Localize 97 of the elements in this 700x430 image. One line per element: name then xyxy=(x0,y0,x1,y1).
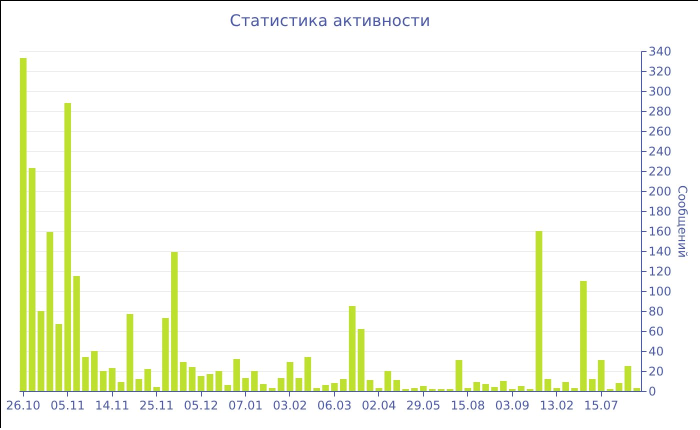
y-tick-label: 20 xyxy=(648,364,664,378)
x-tick-label: 05.12 xyxy=(184,398,218,412)
bar xyxy=(171,252,178,391)
y-tick-label: 280 xyxy=(648,104,672,118)
bar xyxy=(376,388,382,391)
bar xyxy=(233,359,240,391)
y-axis-title: Сообщений xyxy=(675,185,690,258)
y-tick-label: 140 xyxy=(648,244,672,258)
bar xyxy=(348,306,356,391)
x-tick-label: 15.07 xyxy=(584,398,618,412)
bar xyxy=(82,357,89,391)
bar xyxy=(588,379,596,391)
bar xyxy=(286,362,294,391)
bar xyxy=(482,384,489,391)
bar xyxy=(162,318,169,391)
bar xyxy=(464,388,472,391)
y-tick-label: 180 xyxy=(648,204,672,218)
bar xyxy=(198,376,204,391)
bar xyxy=(135,379,142,391)
y-tick-label: 340 xyxy=(648,44,672,58)
bar xyxy=(153,387,160,391)
x-tick-label: 05.11 xyxy=(50,398,85,412)
x-tick-label: 03.02 xyxy=(272,398,308,412)
x-tick-label: 15.08 xyxy=(450,398,486,412)
bar xyxy=(411,388,418,391)
bar xyxy=(55,324,62,391)
bar xyxy=(536,231,542,391)
y-tick-label: 120 xyxy=(648,264,672,278)
x-tick-label: 13.02 xyxy=(540,398,574,412)
bar xyxy=(571,388,578,391)
bar xyxy=(73,276,80,391)
bar xyxy=(420,386,427,391)
bar xyxy=(544,379,552,391)
y-tick-label: 0 xyxy=(648,384,656,398)
y-tick-label: 60 xyxy=(648,324,664,338)
bar xyxy=(100,371,107,391)
bar xyxy=(518,386,525,391)
y-tick-label: 240 xyxy=(648,144,672,158)
bar xyxy=(278,378,284,391)
bar xyxy=(108,368,116,391)
bar xyxy=(580,281,587,391)
x-tick-label: 02.04 xyxy=(362,398,396,412)
bar xyxy=(91,351,98,391)
y-tick-label: 100 xyxy=(648,284,672,298)
bar xyxy=(322,385,329,391)
y-tick-label: 160 xyxy=(648,224,672,238)
x-tick-label: 26.10 xyxy=(6,398,40,412)
bar xyxy=(562,382,569,391)
x-tick-label: 25.11 xyxy=(139,398,174,412)
bar xyxy=(46,232,54,391)
bar xyxy=(28,168,36,391)
chart-title: Статистика активности xyxy=(230,11,430,30)
x-tick-label: 07.01 xyxy=(228,398,263,412)
y-tick-label: 220 xyxy=(648,164,672,178)
x-tick-label: 29.05 xyxy=(406,398,441,412)
bar xyxy=(358,329,364,391)
bar xyxy=(268,388,276,391)
y-tick-label: 200 xyxy=(648,184,672,198)
bar xyxy=(296,378,302,391)
bar xyxy=(624,366,632,391)
bar xyxy=(144,369,152,391)
bar xyxy=(456,360,462,391)
bar xyxy=(118,382,124,391)
bar xyxy=(251,371,258,391)
bar xyxy=(216,371,222,391)
y-tick-label: 260 xyxy=(648,124,672,138)
bar xyxy=(188,367,196,391)
bar xyxy=(242,378,249,391)
bar xyxy=(366,380,374,391)
bar xyxy=(491,387,498,391)
x-tick-label: 14.11 xyxy=(94,398,130,412)
x-tick-label: 06.03 xyxy=(317,398,352,412)
bar xyxy=(331,383,338,391)
bar xyxy=(473,382,480,391)
y-tick-label: 300 xyxy=(648,84,672,98)
bar xyxy=(384,371,392,391)
bar xyxy=(64,103,72,391)
bar xyxy=(304,357,312,391)
bar xyxy=(206,374,214,391)
y-tick-label: 80 xyxy=(648,304,664,318)
bar xyxy=(313,388,320,391)
bar xyxy=(598,360,605,391)
bar xyxy=(224,385,232,391)
bar xyxy=(633,388,640,391)
bar xyxy=(38,311,44,391)
bar xyxy=(260,384,267,391)
y-tick-label: 40 xyxy=(648,344,664,358)
bar xyxy=(616,383,622,391)
bar xyxy=(180,362,187,391)
bar xyxy=(500,381,507,391)
y-tick-label: 320 xyxy=(648,64,672,78)
bar xyxy=(126,314,134,391)
x-tick-label: 03.09 xyxy=(495,398,530,412)
bar xyxy=(340,379,347,391)
bar xyxy=(393,380,400,391)
bar xyxy=(20,58,27,391)
bar xyxy=(553,388,560,391)
